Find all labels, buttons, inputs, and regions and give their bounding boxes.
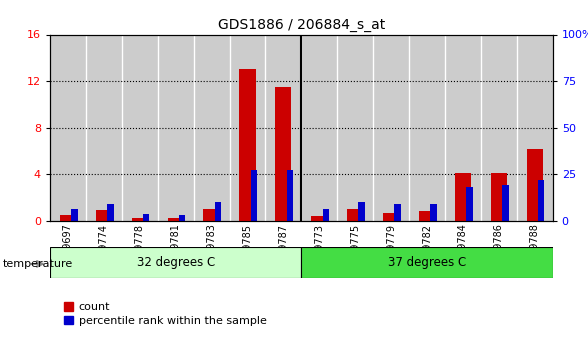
Bar (338, 34, 373, 221)
Bar (301, 247, 553, 278)
Bar (359, 202, 365, 221)
Legend: count, percentile rank within the sample: count, percentile rank within the sample (64, 302, 267, 326)
Bar (60, 215, 76, 221)
Bar (527, 149, 543, 221)
Bar (250, 169, 257, 221)
Bar (409, 34, 445, 221)
Title: GDS1886 / 206884_s_at: GDS1886 / 206884_s_at (218, 18, 385, 32)
Bar (466, 187, 473, 221)
Bar (347, 209, 363, 221)
Bar (132, 218, 148, 221)
Bar (265, 34, 301, 221)
Bar (168, 218, 183, 221)
Text: 37 degrees C: 37 degrees C (388, 256, 466, 269)
Bar (286, 170, 293, 221)
Bar (96, 210, 112, 221)
Text: temperature: temperature (3, 259, 73, 269)
Bar (383, 213, 399, 221)
Bar (455, 173, 471, 221)
Bar (107, 205, 113, 221)
Bar (445, 34, 481, 221)
Bar (373, 34, 409, 221)
Bar (430, 204, 437, 221)
Bar (86, 34, 122, 221)
Bar (50, 247, 301, 278)
Bar (50, 34, 86, 221)
Bar (122, 34, 158, 221)
Bar (481, 34, 517, 221)
Bar (275, 87, 292, 221)
Bar (517, 34, 553, 221)
Bar (71, 209, 78, 221)
Bar (311, 216, 328, 221)
Bar (193, 34, 229, 221)
Bar (158, 34, 193, 221)
Bar (239, 69, 256, 221)
Bar (502, 185, 509, 221)
Bar (301, 34, 338, 221)
Bar (491, 173, 507, 221)
Bar (538, 180, 544, 221)
Bar (179, 215, 185, 221)
Bar (229, 34, 265, 221)
Bar (323, 209, 329, 221)
Bar (215, 202, 221, 221)
Bar (419, 211, 435, 221)
Bar (143, 214, 149, 221)
Bar (203, 209, 220, 221)
Bar (395, 205, 401, 221)
Text: 32 degrees C: 32 degrees C (136, 256, 215, 269)
